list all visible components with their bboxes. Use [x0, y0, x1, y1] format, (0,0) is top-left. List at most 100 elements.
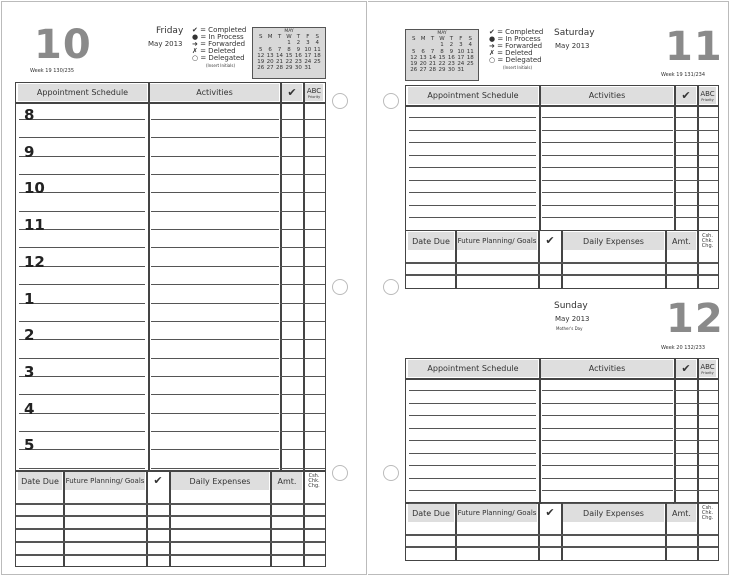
writing-line: [542, 490, 673, 491]
abc-label: ABC: [306, 86, 322, 95]
calendar-day: F: [459, 36, 463, 42]
writing-line: [19, 357, 145, 359]
calendar-day: 13: [419, 54, 427, 61]
writing-line: [19, 247, 145, 249]
writing-line: [409, 217, 536, 218]
calendar-day: 6: [421, 48, 425, 55]
hour-label: 10: [24, 179, 45, 198]
day-number: 10: [34, 22, 92, 68]
column-divider: [561, 231, 563, 288]
calendar-day: 5: [411, 48, 416, 55]
writing-line: [542, 217, 673, 218]
writing-line: [409, 192, 536, 193]
day-number: 11: [665, 24, 723, 70]
writing-line: [19, 375, 145, 377]
appointment-header: Appointment Schedule: [408, 87, 538, 104]
calendar-day: 10: [457, 48, 465, 55]
writing-line: [280, 265, 325, 267]
legend-delegated-note: (Insert Initials): [503, 65, 533, 70]
calendar-day: 17: [457, 54, 465, 61]
calendar-day: 25: [466, 61, 474, 68]
writing-line: [280, 192, 325, 194]
writing-line: [409, 167, 536, 168]
writing-line: [280, 229, 325, 231]
writing-line: [674, 427, 718, 429]
column-divider: [303, 83, 305, 471]
writing-line: [542, 167, 673, 168]
payment-type-header: Csh. Chk. Chg.: [699, 504, 716, 522]
writing-line: [674, 490, 718, 491]
daily-expenses-header: Daily Expenses: [171, 472, 269, 490]
calendar-day: F: [306, 34, 310, 40]
priority-label: Priority: [701, 97, 714, 102]
writing-line: [674, 129, 718, 131]
calendar-day: 7: [277, 46, 282, 53]
weekday: Saturday: [554, 28, 595, 38]
calendar-day: T: [430, 36, 435, 42]
calendar-day: S: [315, 34, 320, 40]
priority-label: Priority: [307, 94, 321, 99]
writing-line: [542, 142, 673, 143]
column-divider: [697, 503, 699, 560]
calendar-day: 3: [306, 40, 310, 47]
writing-line: [151, 174, 279, 176]
writing-line: [280, 155, 325, 157]
calendar-day: 10: [304, 46, 312, 53]
writing-line: [19, 284, 145, 286]
writing-line: [542, 117, 673, 118]
check-header: ✔: [540, 504, 560, 522]
header-divider: [16, 102, 325, 104]
writing-line: [409, 154, 536, 156]
writing-line: [409, 490, 536, 491]
writing-line: [151, 467, 279, 469]
calendar-day: 24: [304, 59, 312, 66]
writing-line: [19, 229, 145, 231]
calendar-day: 30: [294, 65, 302, 72]
calendar-day: 18: [466, 54, 474, 61]
calendar-day: T: [296, 34, 301, 40]
holiday: Mother's Day: [556, 326, 583, 331]
calendar-day: 25: [313, 59, 321, 66]
writing-line: [674, 142, 718, 143]
week-info: Week 19 131/234: [661, 72, 706, 78]
abc-label: ABC: [700, 362, 715, 371]
calendar-day: 31: [457, 67, 465, 74]
calendar-day: 31: [304, 65, 312, 72]
writing-line: [151, 229, 279, 231]
column-divider: [665, 231, 667, 288]
calendar-day: 21: [429, 61, 437, 68]
writing-line: [19, 174, 145, 176]
calendar-day: 28: [276, 65, 284, 72]
calendar-day: 12: [257, 52, 265, 59]
writing-line: [280, 320, 325, 322]
column-divider: [538, 231, 540, 288]
hour-label: 4: [24, 399, 35, 418]
writing-line: [19, 265, 145, 267]
row-line: [16, 541, 325, 543]
row-line: [406, 546, 718, 548]
writing-line: [280, 174, 325, 176]
writing-line: [674, 415, 718, 416]
calendar-day: 15: [285, 52, 293, 59]
writing-line: [280, 357, 325, 359]
writing-line: [409, 452, 536, 454]
priority-header: ABC Priority: [699, 360, 716, 377]
writing-line: [280, 339, 325, 341]
calendar-day: 12: [410, 54, 418, 61]
calendar-day: 2: [296, 40, 301, 47]
calendar-day: 6: [268, 46, 272, 53]
calendar-day: 26: [257, 65, 265, 72]
writing-line: [409, 502, 536, 504]
payment-type-header: Csh. Chk. Chg.: [305, 472, 323, 490]
row-line: [16, 503, 325, 505]
column-divider: [674, 359, 676, 503]
writing-line: [19, 119, 145, 120]
calendar-day: 20: [266, 59, 274, 66]
calendar-day: 1: [440, 42, 444, 49]
column-divider: [697, 231, 699, 288]
writing-line: [151, 320, 279, 322]
appointment-header: Appointment Schedule: [408, 360, 538, 377]
legend-forwarded: ➜ = Forwarded: [192, 40, 246, 48]
writing-line: [542, 390, 673, 391]
calendar-grid: S M T W T F S 1 2 3 4 5 6 7 8 9 10 11 12 13 14 15 16 17 18 19 20 21…: [409, 36, 475, 74]
